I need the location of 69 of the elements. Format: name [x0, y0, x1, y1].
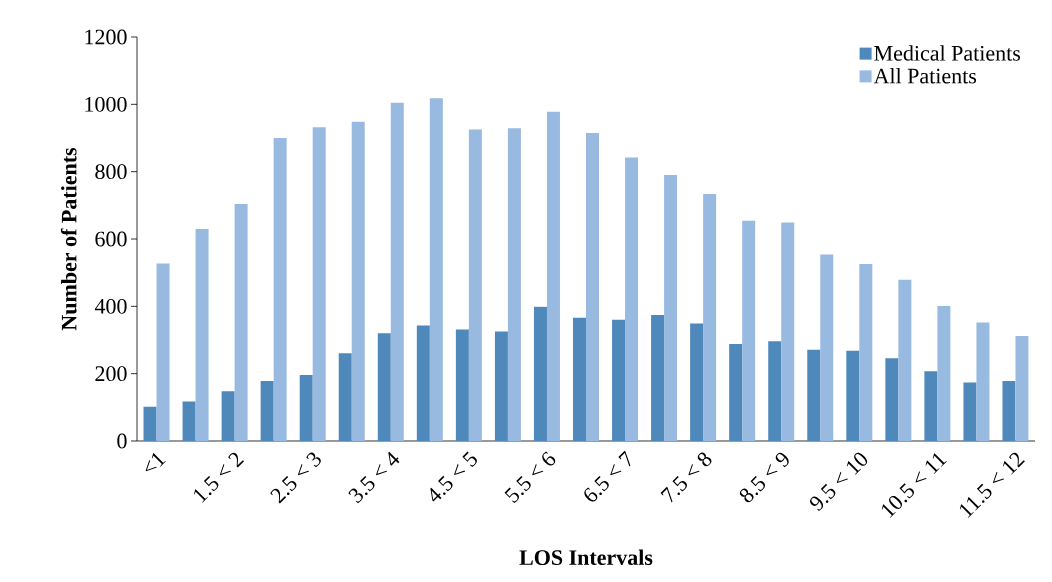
bar — [338, 353, 352, 441]
bar — [455, 329, 469, 441]
x-tick-label: 8.5 < 9 — [739, 452, 789, 503]
bar — [664, 175, 678, 441]
bar — [468, 129, 482, 441]
bar — [494, 331, 508, 441]
x-tick-label: 4.5 < 5 — [430, 451, 477, 502]
x-tick-label: 6.5 < 7 — [584, 450, 631, 502]
bar — [937, 306, 951, 441]
bar — [416, 325, 430, 441]
bar — [156, 263, 170, 441]
x-tick-label: 11.5 < 12 — [959, 452, 1025, 518]
bar — [885, 358, 899, 441]
bar — [807, 349, 821, 441]
bar — [312, 127, 326, 441]
bar — [351, 121, 365, 441]
x-tick-label: 7.5 < 8 — [660, 452, 712, 503]
bar — [273, 138, 287, 441]
bar — [182, 401, 196, 441]
bar — [729, 344, 743, 441]
bar — [507, 128, 521, 441]
bar — [976, 322, 990, 441]
x-tick-label: 2.5 < 3 — [270, 452, 321, 504]
bar — [924, 371, 938, 441]
y-tick-label: 200 — [95, 366, 127, 382]
x-axis-title: LOS Intervals — [519, 549, 653, 566]
y-tick-label: 600 — [95, 231, 127, 247]
y-tick-label: 0 — [117, 433, 127, 449]
y-tick-label: 1200 — [85, 29, 127, 45]
bar — [299, 375, 313, 441]
bar — [1015, 335, 1029, 441]
bar — [781, 222, 795, 441]
y-tick-label: 800 — [95, 164, 127, 180]
bar — [221, 391, 235, 441]
bar — [651, 315, 665, 441]
bar — [625, 157, 639, 441]
bar — [690, 323, 704, 441]
bar — [533, 306, 547, 441]
bar — [768, 341, 782, 441]
bar — [898, 279, 912, 441]
bar — [573, 317, 587, 441]
bar — [846, 350, 860, 441]
bar — [586, 132, 600, 441]
legend-label: All Patients — [873, 68, 977, 84]
bar — [612, 319, 626, 441]
bar — [429, 98, 443, 441]
x-tick-label: 5.5 < 6 — [504, 451, 556, 504]
bar — [742, 220, 756, 441]
bar — [820, 254, 834, 441]
bar — [260, 381, 274, 441]
x-tick-label: 10.5 < 11 — [881, 453, 947, 518]
bar — [143, 406, 157, 441]
legend-label: Medical Patients — [874, 45, 1021, 61]
x-tick-label: 1.5 < 2 — [193, 452, 245, 503]
bar — [234, 203, 248, 441]
y-tick-label: 400 — [94, 298, 127, 314]
bar — [195, 228, 209, 441]
bar — [703, 193, 717, 441]
bar — [546, 111, 560, 441]
x-tick-label: 3.5 < 4 — [348, 451, 400, 504]
bar — [390, 102, 404, 441]
bar — [963, 382, 977, 441]
bar — [859, 263, 873, 441]
y-axis-title: Number of Patients — [60, 147, 77, 331]
x-tick-label: <1 — [145, 453, 166, 472]
x-tick-label: 9.5 < 10 — [810, 452, 868, 511]
bar — [1002, 381, 1016, 441]
bar — [377, 333, 391, 441]
y-tick-label: 1000 — [85, 96, 127, 112]
